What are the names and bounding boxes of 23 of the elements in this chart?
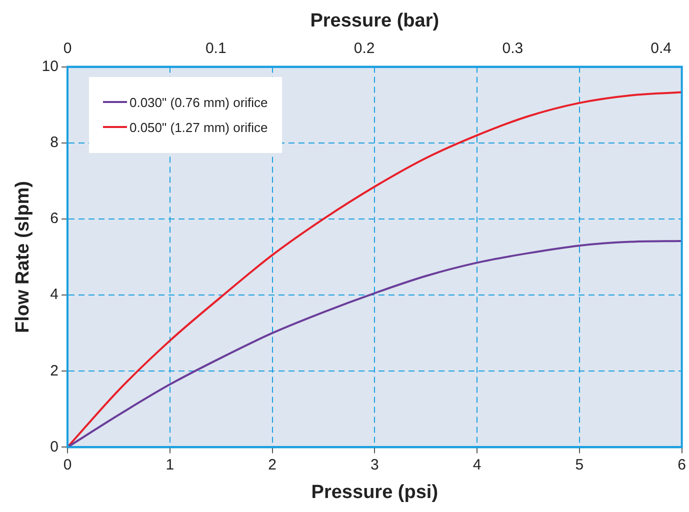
x-tick-label: 3 xyxy=(370,456,379,474)
x-axis-title: Pressure (psi) xyxy=(311,482,438,503)
x2-tick-label: 0 xyxy=(63,40,72,57)
y-tick-label: 8 xyxy=(50,134,58,152)
x-tick-label: 6 xyxy=(678,456,686,474)
y-tick-label: 2 xyxy=(50,362,58,380)
x-tick-label: 5 xyxy=(575,456,584,474)
x2-tick-label: 0.1 xyxy=(205,40,226,57)
y-tick-label: 6 xyxy=(50,210,58,228)
y-tick-label: 4 xyxy=(50,286,58,304)
x2-axis-title: Pressure (bar) xyxy=(310,10,440,32)
x2-tick-label: 0.2 xyxy=(354,40,375,57)
x2-tick-label: 0.4 xyxy=(650,40,672,57)
x-tick-label: 4 xyxy=(472,456,482,474)
x-tick-label: 0 xyxy=(63,456,72,474)
y-tick-label: 10 xyxy=(42,58,58,75)
x-tick-label: 2 xyxy=(268,456,276,474)
x2-tick-label: 0.3 xyxy=(502,40,524,57)
legend-label: 0.030" (0.76 mm) orifice xyxy=(129,94,268,110)
x-tick-label: 1 xyxy=(166,456,174,474)
y-tick-label: 0 xyxy=(50,438,58,456)
y-axis-title: Flow Rate (slpm) xyxy=(12,180,34,334)
legend-label: 0.050" (1.27 mm) orifice xyxy=(129,120,268,135)
